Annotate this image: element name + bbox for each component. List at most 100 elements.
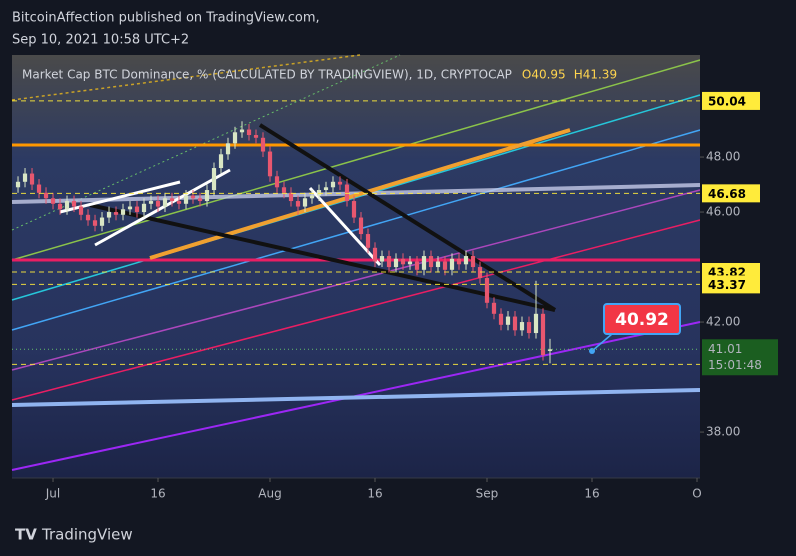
- candle-body: [414, 261, 420, 270]
- candle-body: [400, 258, 406, 265]
- candle-body: [421, 256, 427, 270]
- candle-body: [190, 195, 196, 199]
- candle-body: [99, 217, 105, 226]
- candle-body: [127, 206, 133, 210]
- candle-body: [43, 192, 49, 199]
- y-tick-label: 42.00: [706, 315, 740, 329]
- candle-body: [64, 201, 70, 210]
- candle-body: [351, 201, 357, 218]
- price-badge: [702, 275, 760, 294]
- brand-logo: TV: [15, 526, 37, 544]
- candle-body: [330, 181, 336, 188]
- candle-body: [134, 206, 140, 213]
- x-tick-label: 16: [584, 487, 599, 501]
- candle-body: [211, 168, 217, 191]
- candle-body: [505, 316, 511, 325]
- candle-body: [540, 313, 546, 356]
- price-badge-label: 50.04: [708, 94, 746, 108]
- candle-body: [526, 322, 532, 334]
- candle-body: [407, 261, 413, 265]
- price-badge: [702, 184, 760, 203]
- candle-body: [50, 198, 56, 204]
- candle-body: [106, 212, 112, 218]
- candle-body: [358, 217, 364, 235]
- candle-body: [533, 313, 539, 334]
- candle-body: [15, 181, 21, 188]
- candle-body: [309, 195, 315, 199]
- candle-body: [274, 176, 280, 188]
- candle-body: [365, 234, 371, 248]
- candle-body: [456, 258, 462, 265]
- x-tick-label: 16: [150, 487, 165, 501]
- candle-body: [57, 203, 63, 210]
- candle-body: [379, 256, 385, 262]
- candle-body: [183, 195, 189, 204]
- candle-body: [449, 258, 455, 270]
- candle-body: [442, 261, 448, 270]
- x-tick-label: Aug: [258, 487, 281, 501]
- x-tick-label: 16: [367, 487, 382, 501]
- last-price-label: 41.01: [708, 342, 742, 356]
- candle-body: [498, 313, 504, 325]
- candle-body: [372, 247, 378, 262]
- y-tick-label: 48.00: [706, 150, 740, 164]
- candle-body: [547, 349, 553, 351]
- publish-date: Sep 10, 2021 10:58 UTC+2: [12, 33, 189, 48]
- candle-body: [484, 278, 490, 303]
- candle-body: [477, 267, 483, 279]
- candle-body: [302, 198, 308, 207]
- legend-high: H41.39: [574, 68, 617, 82]
- candle-body: [22, 173, 28, 182]
- x-axis-background: [0, 478, 796, 508]
- candle-body: [386, 256, 392, 268]
- candle-body: [225, 143, 231, 155]
- candle-body: [470, 256, 476, 268]
- candle-body: [316, 190, 322, 196]
- brand-name: TradingView: [41, 526, 133, 544]
- x-tick-label: Sep: [476, 487, 499, 501]
- publisher: BitcoinAffection published on TradingVie…: [12, 11, 320, 26]
- candle-body: [281, 187, 287, 193]
- candle-body: [295, 201, 301, 207]
- candle-body: [491, 302, 497, 314]
- candle-body: [288, 192, 294, 202]
- candle-body: [197, 198, 203, 202]
- candle-body: [323, 187, 329, 191]
- candle-body: [141, 203, 147, 213]
- candle-body: [246, 129, 252, 136]
- callout-label: 40.92: [615, 310, 669, 330]
- price-badge-label: 43.37: [708, 278, 746, 292]
- candle-body: [85, 214, 91, 221]
- candle-body: [512, 316, 518, 331]
- candle-body: [232, 132, 238, 144]
- last-price-badge: [702, 339, 778, 376]
- candle-body: [120, 209, 126, 215]
- countdown-label: 15:01:48: [708, 358, 762, 372]
- y-tick-label: 38.00: [706, 425, 740, 439]
- candle-body: [428, 256, 434, 268]
- candle-body: [393, 258, 399, 268]
- candle-body: [267, 151, 273, 177]
- candle-body: [344, 184, 350, 202]
- candle-body: [519, 322, 525, 331]
- candle-body: [169, 198, 175, 202]
- candle-body: [260, 137, 266, 152]
- legend-open: O40.95: [522, 68, 566, 82]
- candle-body: [435, 261, 441, 268]
- candle-body: [218, 154, 224, 169]
- candle-body: [162, 198, 168, 207]
- callout-box: [603, 303, 681, 335]
- candle-body: [113, 212, 119, 215]
- candle-body: [92, 220, 98, 226]
- price-badge-label: 46.68: [708, 187, 746, 201]
- candle-body: [176, 201, 182, 204]
- candle-body: [78, 206, 84, 215]
- y-tick-label: 46.00: [706, 205, 740, 219]
- candle-body: [253, 135, 259, 138]
- series-legend: Market Cap BTC Dominance, % (CALCULATED …: [22, 68, 512, 82]
- candle-body: [36, 184, 42, 193]
- x-tick-label: O: [692, 487, 701, 501]
- candle-body: [239, 129, 245, 133]
